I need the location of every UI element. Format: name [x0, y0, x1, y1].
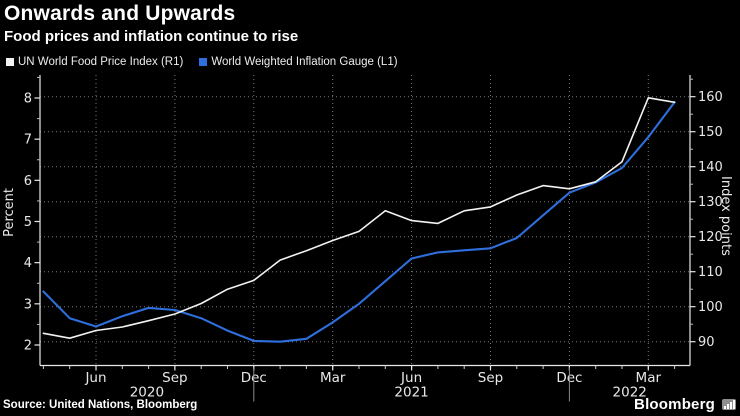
year-label: 2021 [394, 385, 428, 401]
quarter-tick-label: Mar [320, 370, 346, 386]
legend-swatch-inflation-gauge [199, 58, 208, 66]
left-axis-tick-label: 3 [24, 297, 32, 312]
chart-title: Onwards and Upwards [4, 2, 236, 25]
bloomberg-wordmark: Bloomberg [634, 396, 715, 413]
left-axis-title: Percent [2, 188, 17, 237]
legend-item-food-price-index: UN World Food Price Index (R1) [6, 56, 183, 68]
right-axis-tick-label: 120 [698, 230, 723, 245]
source-note: Source: United Nations, Bloomberg [3, 399, 198, 411]
quarter-tick-label: Jun [400, 370, 422, 386]
year-label: 2022 [613, 385, 647, 401]
bar-chart-icon [722, 399, 736, 410]
left-axis-tick-label: 4 [24, 256, 32, 271]
right-axis-tick-label: 160 [698, 90, 723, 105]
left-axis-tick-label: 2 [24, 339, 32, 354]
chart-subtitle: Food prices and inflation continue to ri… [4, 28, 299, 45]
right-axis-tick-label: 100 [698, 300, 723, 315]
bloomberg-logo: Bloomberg [634, 396, 736, 413]
quarter-tick-label: Sep [478, 370, 503, 386]
legend-swatch-food-price-index [6, 58, 14, 66]
right-axis-tick-label: 140 [698, 160, 723, 175]
quarter-tick-label: Sep [162, 370, 187, 386]
quarter-tick-label: Jun [84, 370, 106, 386]
right-axis-title: Index points [718, 176, 733, 256]
right-axis-tick-label: 110 [698, 265, 723, 280]
legend: UN World Food Price Index (R1) World Wei… [6, 56, 398, 68]
series-line-inflation-gauge [42, 101, 676, 343]
quarter-tick-label: Mar [636, 370, 662, 386]
left-axis-tick-label: 8 [24, 91, 32, 106]
year-label: 2020 [130, 385, 164, 401]
right-axis-tick-label: 150 [698, 125, 723, 140]
legend-label-food-price-index: UN World Food Price Index (R1) [18, 56, 184, 68]
right-axis-tick-label: 130 [698, 195, 723, 210]
left-axis-tick-label: 7 [24, 133, 32, 148]
right-axis-tick-label: 90 [698, 335, 715, 350]
legend-item-inflation-gauge: World Weighted Inflation Gauge (L1) [199, 56, 398, 68]
series-line-food-price-index [42, 97, 676, 340]
legend-label-inflation-gauge: World Weighted Inflation Gauge (L1) [211, 56, 398, 68]
left-axis-tick-label: 6 [24, 174, 32, 189]
left-axis-tick-label: 5 [24, 215, 32, 230]
